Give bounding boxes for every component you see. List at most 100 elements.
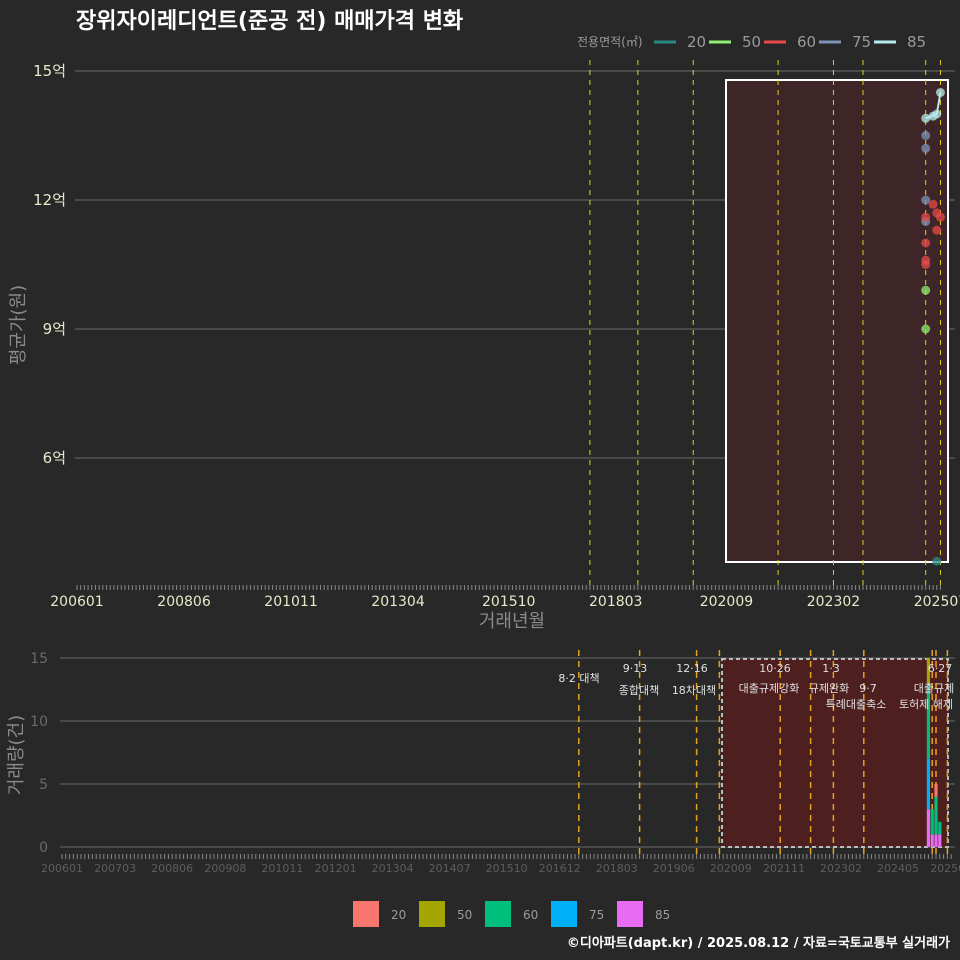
x-tick-label: 202009 <box>710 862 752 875</box>
x-tick-label: 200806 <box>157 594 211 610</box>
price-chart: 6억 9억 12억 15억 200601 200806 201011 201304 201510… <box>33 60 960 610</box>
legend-swatch-50 <box>419 901 445 927</box>
event-label: 특례대출축소 <box>826 698 887 711</box>
bar-segment-50 <box>926 658 930 684</box>
y-tick-label: 6억 <box>43 449 66 467</box>
bottom-legend: 20 50 60 75 85 <box>353 901 670 927</box>
event-label: 1·3 <box>822 662 840 675</box>
event-label: 대출규제 <box>914 682 954 695</box>
legend-label: 50 <box>742 33 761 51</box>
x-tick-label: 200601 <box>41 862 83 875</box>
y-tick-label: 9억 <box>43 320 66 338</box>
legend-label: 20 <box>391 908 406 922</box>
x-tick-label: 202405 <box>877 862 919 875</box>
data-point-20 <box>932 556 942 566</box>
event-label: 10·26 <box>759 662 791 675</box>
x-tick-label: 200806 <box>151 862 193 875</box>
data-point-85 <box>932 109 942 119</box>
bar-segment-60 <box>934 796 938 835</box>
bar-segment-85 <box>938 834 942 847</box>
y-tick-label: 12억 <box>33 191 66 209</box>
event-label: 토허제 해제 <box>899 697 953 711</box>
data-point-60 <box>928 199 938 209</box>
y-axis-label-volume: 거래량(건) <box>6 715 27 795</box>
bar-segment-85 <box>926 809 930 847</box>
bar-segment-60 <box>926 683 930 759</box>
data-point-60 <box>935 212 945 222</box>
y-tick-label: 10 <box>30 714 48 730</box>
x-tick-label: 202009 <box>700 594 753 610</box>
x-tick-label: 200601 <box>50 594 103 610</box>
y-tick-label: 15 <box>30 651 48 667</box>
x-tick-label: 201304 <box>371 594 425 610</box>
top-legend: 전용면적(㎡) 20 50 60 75 85 <box>577 33 926 51</box>
data-point-50 <box>921 285 931 295</box>
bar-segment-60 <box>938 821 942 835</box>
data-point-60 <box>932 225 942 235</box>
x-tick-label: 201510 <box>482 594 535 610</box>
x-tick-label: 201407 <box>429 862 471 875</box>
x-tick-label: 202111 <box>763 862 805 875</box>
legend-swatch-75 <box>551 901 577 927</box>
x-tick-label: 202302 <box>820 862 862 875</box>
event-label: 규제완화 <box>809 682 849 695</box>
event-label: 8·2 대책 <box>558 672 599 685</box>
data-point-60 <box>921 238 931 248</box>
bar-segment-20 <box>934 784 938 797</box>
event-label: 종합대책 <box>619 684 659 697</box>
event-label: 12·16 <box>676 662 708 675</box>
x-tick-label: 201304 <box>372 862 414 875</box>
event-label: 9·13 <box>623 662 648 675</box>
x-tick-label: 201803 <box>596 862 638 875</box>
data-point-50 <box>921 324 931 334</box>
legend-label: 75 <box>852 33 871 51</box>
bar-segment-60 <box>930 809 934 835</box>
x-tick-label: 201906 <box>653 862 695 875</box>
x-tick-label: 200703 <box>94 862 136 875</box>
y-tick-label: 15억 <box>33 62 66 80</box>
x-tick-label: 200908 <box>204 862 246 875</box>
legend-label: 60 <box>797 33 816 51</box>
legend-swatch-85 <box>617 901 643 927</box>
data-point-75 <box>921 131 931 140</box>
legend-label: 60 <box>523 908 538 922</box>
x-tick-label: 201011 <box>264 594 317 610</box>
x-tick-label: 201011 <box>261 862 303 875</box>
bar-segment-85 <box>934 834 938 847</box>
y-tick-label: 0 <box>39 840 48 856</box>
caption: ©디아파트(dapt.kr) / 2025.08.12 / 자료=국토교통부 실… <box>567 935 950 951</box>
highlight-region <box>725 79 949 563</box>
legend-label: 50 <box>457 908 472 922</box>
y-tick-label: 5 <box>39 777 48 793</box>
x-tick-label: 202507 <box>930 862 960 875</box>
data-point-60 <box>921 212 931 222</box>
event-label: 18차대책 <box>672 684 716 697</box>
chart-title: 장위자이레디언트(준공 전) 매매가격 변화 <box>76 9 463 34</box>
x-tick-label: 201803 <box>589 594 642 610</box>
event-label: 9·7 <box>859 682 877 695</box>
volume-chart: 0 5 10 15 200601 200703 200806 200908 201011 2012… <box>30 650 960 875</box>
legend-label: 85 <box>907 33 926 51</box>
bar-segment-75 <box>926 758 930 810</box>
x-tick-label: 202507 <box>914 594 960 610</box>
legend-label: 20 <box>687 33 706 51</box>
event-label: 대출규제강화 <box>739 682 800 695</box>
x-axis-label: 거래년월 <box>479 611 545 632</box>
legend-label: 75 <box>589 908 604 922</box>
x-tick-label: 201612 <box>539 862 581 875</box>
legend-swatch-60 <box>485 901 511 927</box>
data-point-85 <box>935 88 945 97</box>
data-point-85 <box>921 113 931 123</box>
x-tick-label: 202302 <box>807 594 860 610</box>
data-point-75 <box>921 143 931 153</box>
x-tick-label: 201201 <box>315 862 357 875</box>
highlight-region <box>721 658 949 848</box>
legend-label: 85 <box>655 908 670 922</box>
y-axis-label: 평균가(원) <box>8 285 29 365</box>
event-label: 6·27 <box>928 662 953 675</box>
legend-swatch-20 <box>353 901 379 927</box>
data-point-60 <box>921 260 931 269</box>
x-tick-label: 201510 <box>486 862 528 875</box>
bar-segment-85 <box>930 834 934 847</box>
